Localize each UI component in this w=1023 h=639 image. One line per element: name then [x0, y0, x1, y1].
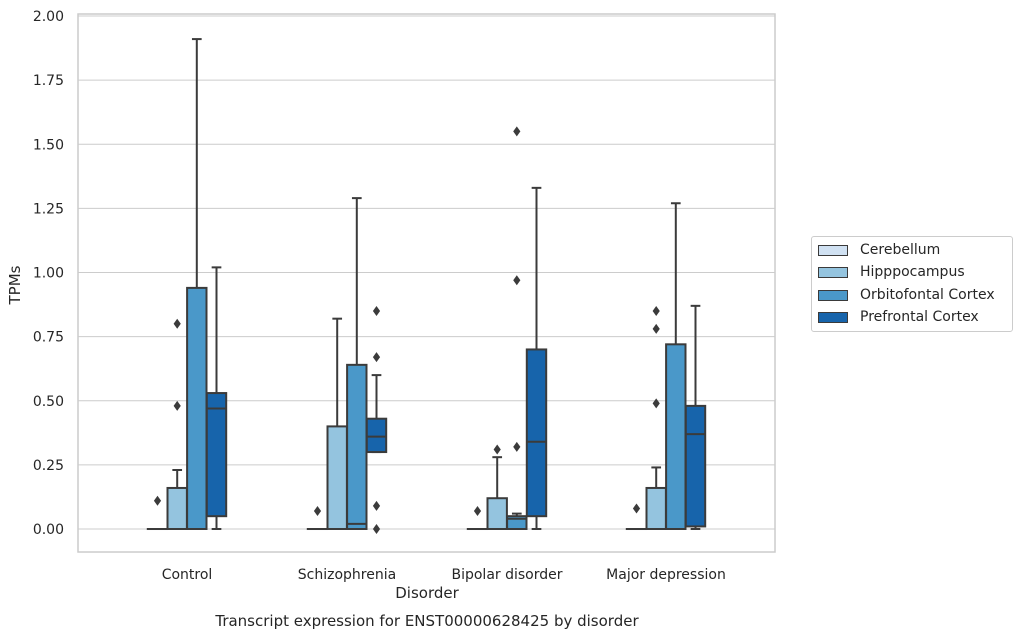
y-tick-label: 0.50 — [33, 394, 64, 410]
y-tick-label: 1.25 — [33, 201, 64, 217]
outlier-point — [313, 506, 322, 517]
x-tick-label: Bipolar disorder — [451, 567, 562, 583]
outlier-point — [513, 441, 521, 452]
legend-label: Prefrontal Cortex — [860, 309, 979, 325]
y-tick-label: 0.00 — [33, 522, 64, 538]
box-group — [506, 126, 528, 530]
box-group — [645, 305, 667, 530]
outlier-point — [372, 305, 381, 316]
box-group — [205, 266, 228, 530]
y-tick-label: 1.50 — [33, 137, 64, 153]
box — [205, 392, 228, 518]
legend-swatch-cerebellum — [818, 244, 848, 256]
box-group — [306, 506, 329, 531]
box-group — [525, 186, 548, 530]
legend-swatch-orbitofrontal — [818, 289, 848, 301]
legend-item-cerebellum: Cerebellum — [818, 240, 940, 260]
box-group — [146, 495, 169, 531]
legend-item-hippocampus: Hipppocampus — [818, 262, 965, 282]
y-tick-label: 2.00 — [33, 9, 64, 25]
y-tick-label: 1.00 — [33, 266, 64, 282]
outlier-point — [513, 275, 521, 286]
x-tick-label: Schizophrenia — [298, 567, 396, 583]
outlier-point — [173, 318, 181, 329]
x-axis-label: Disorder — [395, 584, 459, 602]
box-group — [684, 304, 707, 530]
box — [684, 404, 707, 528]
box — [486, 497, 508, 531]
box-group — [486, 444, 508, 531]
box-group — [365, 305, 388, 534]
legend: Cerebellum Hipppocampus Orbitofontal Cor… — [811, 236, 1013, 332]
box — [166, 486, 188, 530]
legend-label: Cerebellum — [860, 242, 941, 258]
outlier-point — [493, 444, 501, 455]
legend-swatch-hippocampus — [818, 266, 848, 278]
box-group — [665, 202, 687, 530]
outlier-point — [372, 500, 381, 511]
box — [365, 417, 388, 454]
legend-item-orbitofrontal: Orbitofontal Cortex — [818, 285, 995, 305]
y-tick-label: 0.25 — [33, 458, 64, 474]
box-group — [466, 506, 489, 531]
box — [525, 348, 548, 518]
y-tick-labels: 0.00 0.25 0.50 0.75 1.00 1.25 1.50 1.75 2.00 — [33, 9, 64, 538]
boxes-layer — [146, 38, 707, 534]
y-axis-label: TPMs — [6, 265, 24, 305]
box-group — [186, 38, 208, 531]
y-tick-label: 1.75 — [33, 73, 64, 89]
outlier-point — [372, 352, 381, 363]
outlier-point — [473, 506, 482, 517]
box-group — [625, 503, 648, 531]
legend-swatch-prefrontal — [818, 311, 848, 323]
x-tick-label: Major depression — [606, 567, 726, 583]
outlier-point — [153, 495, 162, 506]
box-group — [326, 317, 348, 530]
outlier-point — [652, 305, 660, 316]
box — [326, 425, 348, 530]
outlier-point — [652, 398, 660, 409]
box — [665, 343, 687, 530]
box-group — [346, 197, 368, 530]
outlier-point — [173, 400, 181, 411]
outlier-point — [513, 126, 521, 137]
chart-title: Transcript expression for ENST0000062842… — [214, 612, 639, 630]
x-tick-labels: Control Schizophrenia Bipolar disorder Majo… — [162, 567, 726, 583]
outlier-point — [372, 524, 381, 534]
legend-item-prefrontal: Prefrontal Cortex — [818, 307, 979, 327]
legend-label: Orbitofontal Cortex — [860, 287, 995, 303]
box — [346, 363, 368, 530]
outlier-point — [632, 503, 641, 514]
plot-frame — [77, 13, 776, 553]
y-tick-label: 0.75 — [33, 330, 64, 346]
outlier-point — [652, 323, 660, 334]
box — [186, 286, 208, 531]
box — [645, 486, 667, 530]
legend-label: Hipppocampus — [860, 264, 965, 280]
box-group — [166, 318, 188, 530]
x-tick-label: Control — [162, 567, 213, 583]
